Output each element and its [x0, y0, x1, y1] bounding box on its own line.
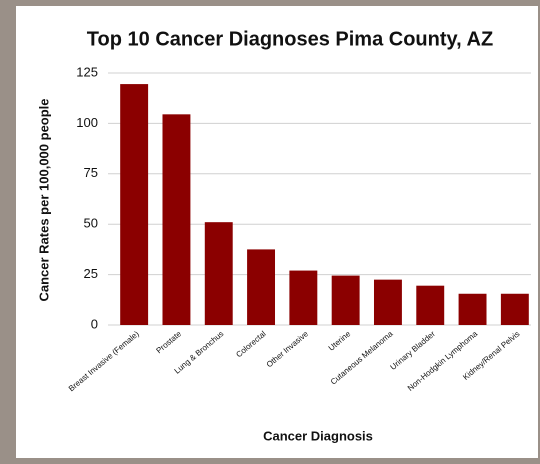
y-axis-label: Cancer Rates per 100,000 people — [36, 98, 51, 301]
bar — [204, 222, 233, 325]
x-axis-label: Cancer Diagnosis — [263, 428, 373, 443]
bar — [331, 275, 360, 325]
chart-title: Top 10 Cancer Diagnoses Pima County, AZ — [87, 28, 493, 50]
y-tick-label: 125 — [76, 64, 98, 79]
chart-panel — [16, 6, 538, 458]
y-tick-label: 25 — [84, 266, 98, 281]
bar — [289, 270, 318, 325]
bar — [458, 293, 487, 325]
bar — [373, 279, 402, 325]
y-tick-label: 100 — [76, 115, 98, 130]
bar — [247, 249, 276, 325]
bar — [162, 114, 191, 325]
bar — [120, 84, 149, 325]
bar — [416, 285, 445, 325]
y-tick-label: 75 — [84, 165, 98, 180]
y-tick-label: 50 — [84, 216, 98, 231]
bar — [500, 293, 529, 325]
y-tick-label: 0 — [91, 316, 98, 331]
